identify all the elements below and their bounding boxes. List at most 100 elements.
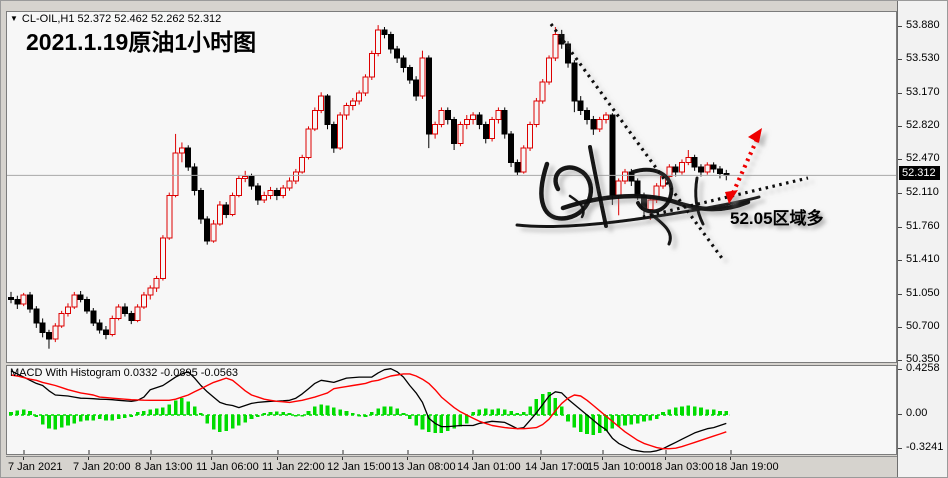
candle: [299, 154, 306, 174]
candle: [590, 115, 597, 135]
candle: [539, 79, 546, 104]
macd-histogram-bar: [616, 415, 621, 427]
macd-histogram-bar: [325, 405, 330, 415]
price-axis-label: 51.410: [906, 252, 940, 265]
candle: [71, 291, 78, 309]
candle: [603, 112, 610, 124]
macd-histogram-bar: [426, 415, 431, 432]
macd-histogram-bar: [477, 409, 482, 415]
candle: [527, 121, 534, 151]
macd-histogram-bar: [243, 415, 248, 423]
candle: [381, 27, 388, 39]
signature-stroke: [568, 194, 585, 219]
time-tick: [23, 457, 24, 460]
macd-histogram-bar: [97, 415, 102, 420]
candle: [501, 107, 508, 139]
macd-histogram-bar: [338, 409, 342, 415]
macd-histogram-bar: [483, 408, 488, 415]
macd-histogram-bar: [91, 415, 96, 421]
macd-main-line: [10, 368, 727, 453]
macd-histogram-bar: [389, 406, 393, 415]
macd-histogram-bar: [180, 398, 184, 415]
candle: [697, 164, 704, 177]
arrowhead-up-icon: [748, 128, 762, 143]
time-tick: [342, 457, 343, 460]
candle: [533, 97, 540, 128]
macd-histogram-bar: [724, 410, 729, 415]
candle: [324, 94, 331, 130]
candle: [216, 201, 223, 226]
candle: [514, 159, 521, 176]
candle: [153, 275, 160, 292]
candle: [495, 107, 502, 124]
time-tick: [540, 457, 541, 460]
candle: [375, 25, 382, 57]
macd-histogram-bar: [490, 409, 494, 415]
macd-histogram-bar: [199, 412, 203, 415]
candle: [235, 175, 242, 198]
macd-histogram-bar: [224, 415, 229, 431]
macd-histogram-bar: [395, 408, 399, 415]
time-tick: [665, 457, 666, 460]
macd-histogram-bar: [521, 411, 526, 415]
price-axis-label: 52.110: [906, 186, 939, 199]
macd-histogram-bar: [256, 415, 260, 418]
candle: [432, 121, 439, 139]
candle: [33, 306, 40, 328]
candle: [134, 304, 141, 323]
macd-histogram-bar: [718, 410, 722, 415]
candle: [128, 310, 135, 325]
price-tick: [898, 159, 902, 161]
time-axis-label: 11 Jan 22:00: [262, 461, 325, 473]
candle: [166, 192, 173, 240]
candle: [558, 29, 565, 49]
trendline-flat[interactable]: [642, 176, 809, 219]
macd-histogram-bar: [572, 415, 577, 428]
price-tick: [898, 226, 902, 228]
time-axis-label: 8 Jan 13:00: [135, 461, 193, 473]
macd-axis-tick: [898, 448, 902, 450]
chevron-down-icon[interactable]: ▼: [10, 14, 18, 23]
candle: [109, 315, 116, 337]
candle: [678, 159, 685, 175]
main-chart-panel[interactable]: [6, 11, 897, 363]
macd-histogram-bar: [211, 415, 216, 430]
macd-histogram-bar: [502, 409, 507, 415]
price-scale[interactable]: 53.880 53.530 53.170 52.820 52.470 52.110 51.7…: [897, 1, 947, 477]
macd-histogram-bar: [40, 415, 45, 425]
candle: [609, 113, 616, 205]
candle: [58, 310, 65, 328]
macd-histogram-bar: [711, 409, 716, 415]
macd-histogram-bar: [515, 412, 520, 415]
time-axis-label: 18 Jan 19:00: [715, 461, 779, 473]
buy-arrow-line[interactable]: [731, 136, 760, 194]
time-tick: [730, 457, 731, 460]
macd-histogram-bar: [699, 407, 703, 415]
candle: [451, 116, 458, 151]
time-axis-label: 7 Jan 2021: [8, 461, 63, 473]
macd-histogram-bar: [344, 410, 349, 415]
time-axis-label: 12 Jan 15:00: [327, 461, 391, 473]
time-axis[interactable]: 7 Jan 2021 7 Jan 20:00 8 Jan 13:00 11 Jan 0…: [6, 456, 897, 477]
macd-histogram-bar: [110, 415, 115, 421]
macd-bottom-ticks: [23, 450, 732, 454]
candle: [387, 31, 394, 54]
candle: [463, 114, 470, 130]
macd-chart: [9, 368, 732, 454]
price-tick: [898, 26, 902, 27]
candle: [476, 112, 483, 130]
price-axis-label: 50.700: [906, 319, 940, 332]
candlestick-chart[interactable]: [7, 12, 896, 362]
macd-axis-tick: [898, 414, 902, 415]
macd-panel[interactable]: [6, 365, 897, 455]
symbol-header: ▼ CL-OIL,H1 52.372 52.462 52.262 52.312: [10, 13, 221, 25]
macd-histogram-bar: [553, 398, 558, 415]
macd-histogram-bar: [28, 410, 32, 415]
current-price-tag: 52.312: [899, 166, 940, 181]
macd-histogram-bar: [496, 408, 501, 415]
macd-histogram-bar: [129, 415, 134, 418]
time-axis-label: 18 Jan 03:00: [650, 461, 714, 473]
macd-histogram-bar: [116, 415, 121, 420]
macd-histogram-bar: [294, 415, 298, 417]
macd-histogram-bar: [370, 411, 374, 415]
